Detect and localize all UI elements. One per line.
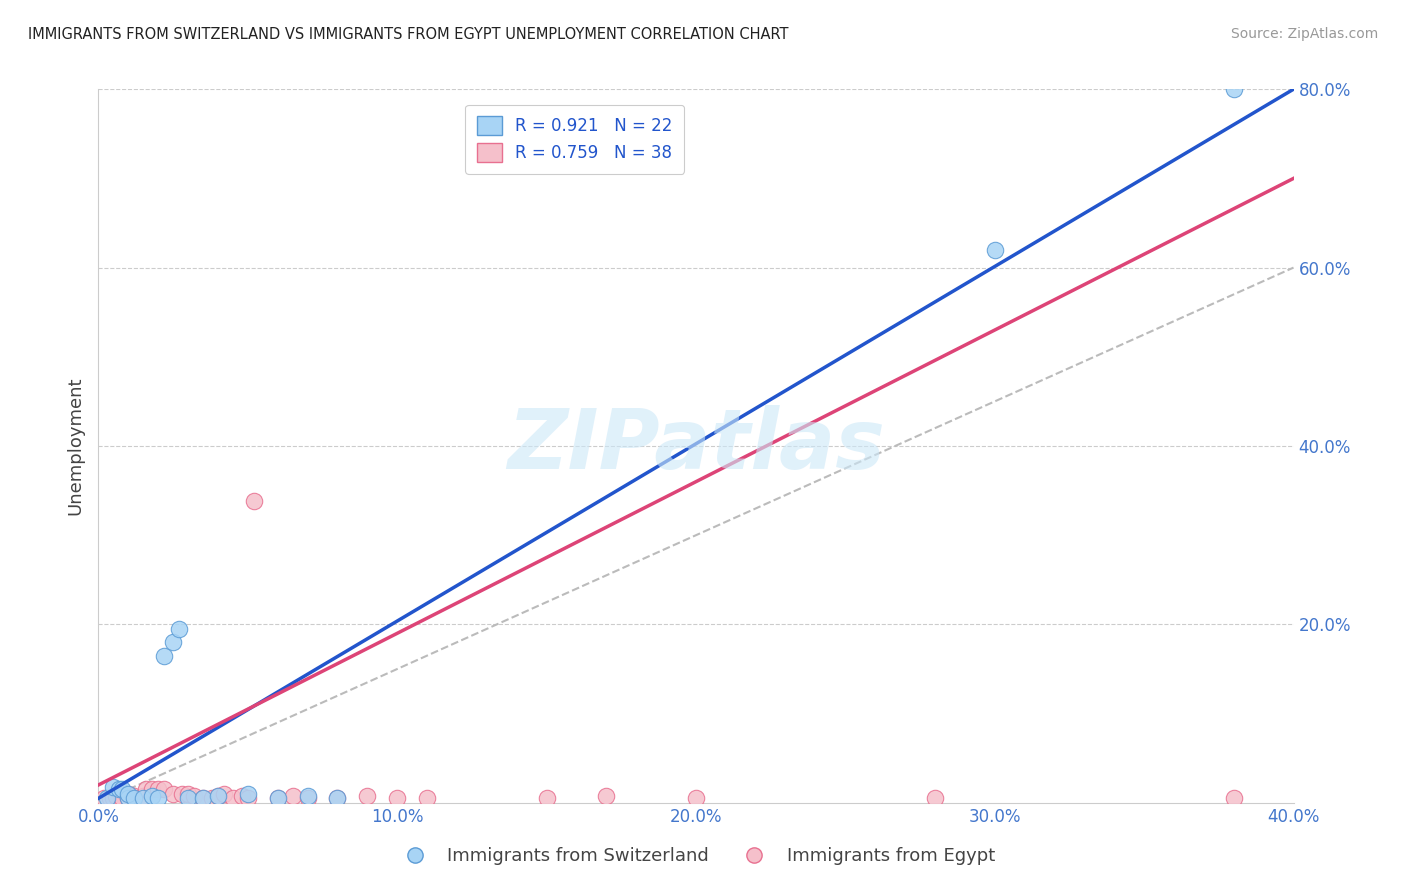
Text: IMMIGRANTS FROM SWITZERLAND VS IMMIGRANTS FROM EGYPT UNEMPLOYMENT CORRELATION CH: IMMIGRANTS FROM SWITZERLAND VS IMMIGRANT…: [28, 27, 789, 42]
Point: [103, 791, 125, 805]
Point: [167, 622, 190, 636]
Point: [177, 787, 200, 801]
Point: [191, 791, 214, 805]
Point: [124, 791, 146, 805]
Point: [207, 789, 229, 803]
Point: [212, 787, 235, 801]
Point: [117, 791, 139, 805]
Point: [98, 791, 122, 805]
Point: [243, 494, 266, 508]
Point: [231, 789, 253, 803]
Point: [117, 791, 139, 805]
Point: [267, 791, 290, 805]
Point: [111, 791, 134, 805]
Y-axis label: Unemployment: Unemployment: [66, 376, 84, 516]
Point: [326, 791, 349, 805]
Point: [416, 791, 439, 805]
Point: [162, 635, 184, 649]
Point: [385, 791, 409, 805]
Point: [595, 789, 617, 803]
Point: [135, 781, 157, 796]
Point: [356, 789, 378, 803]
Point: [685, 791, 707, 805]
Point: [132, 791, 155, 805]
Point: [105, 789, 128, 803]
Point: [297, 791, 319, 805]
Point: [93, 791, 115, 805]
Point: [148, 791, 170, 805]
Point: [172, 787, 194, 801]
Point: [191, 791, 214, 805]
Point: [177, 791, 200, 805]
Point: [141, 782, 163, 797]
Point: [132, 789, 155, 803]
Point: [96, 791, 118, 805]
Point: [153, 782, 176, 797]
Point: [207, 789, 229, 803]
Point: [267, 791, 290, 805]
Point: [162, 787, 184, 801]
Point: [236, 791, 259, 805]
Point: [983, 243, 1005, 257]
Text: Source: ZipAtlas.com: Source: ZipAtlas.com: [1230, 27, 1378, 41]
Point: [103, 780, 125, 794]
Text: ZIPatlas: ZIPatlas: [508, 406, 884, 486]
Point: [129, 791, 152, 805]
Point: [201, 791, 224, 805]
Point: [111, 782, 134, 797]
Point: [281, 789, 304, 803]
Point: [124, 789, 146, 803]
Point: [1223, 791, 1246, 805]
Point: [924, 791, 946, 805]
Point: [108, 781, 131, 796]
Point: [141, 789, 163, 803]
Point: [1223, 82, 1246, 96]
Point: [153, 648, 176, 663]
Point: [148, 781, 170, 796]
Point: [236, 787, 259, 801]
Legend: Immigrants from Switzerland, Immigrants from Egypt: Immigrants from Switzerland, Immigrants …: [389, 840, 1002, 872]
Point: [222, 791, 245, 805]
Point: [183, 789, 205, 803]
Point: [326, 791, 349, 805]
Point: [117, 787, 139, 801]
Point: [297, 789, 319, 803]
Point: [117, 787, 139, 801]
Point: [536, 791, 558, 805]
